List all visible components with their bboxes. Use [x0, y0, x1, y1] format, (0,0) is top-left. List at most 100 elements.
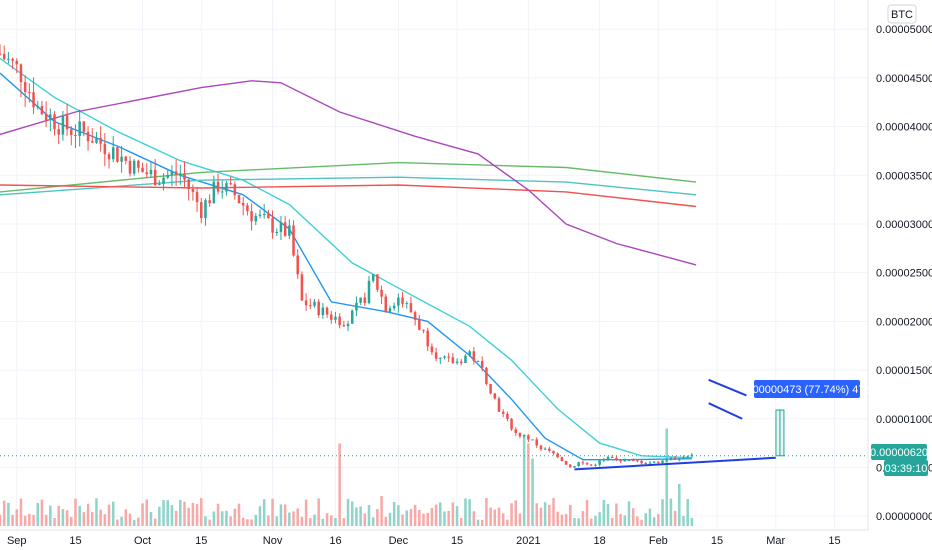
volume-bar — [384, 516, 388, 526]
volume-bar — [19, 498, 23, 526]
candle-body — [359, 297, 362, 303]
candle-body — [401, 297, 404, 304]
candle-body — [455, 361, 459, 363]
volume-bar — [200, 498, 203, 526]
volume-bar — [82, 512, 86, 526]
volume-bar — [237, 503, 241, 526]
volume-bar — [610, 517, 614, 526]
volume-bar — [434, 504, 438, 526]
drawings[interactable] — [0, 378, 868, 471]
volume-bar — [468, 499, 471, 526]
volume-bar — [569, 504, 572, 526]
volume-bar — [162, 500, 165, 526]
candle-body — [65, 115, 69, 130]
volume-bar — [527, 443, 530, 526]
volume-bar — [330, 515, 333, 526]
price-tick-label: 0.00003500 — [876, 170, 932, 182]
candle-body — [204, 200, 207, 219]
candle-body — [15, 60, 19, 65]
volume-bar — [585, 499, 589, 526]
candle-body — [271, 218, 274, 233]
volume-bar — [44, 514, 48, 526]
projection-label-text: 0.00000473 (77.74%) 473 — [743, 384, 870, 396]
volume-bar — [380, 496, 383, 526]
time-tick-label: 2021 — [516, 535, 540, 547]
candle-body — [598, 460, 601, 465]
volume-bar — [669, 498, 673, 526]
volume-bar — [413, 504, 417, 526]
volume-bar — [342, 518, 346, 526]
candle-body — [162, 177, 165, 184]
candle-body — [86, 131, 90, 142]
candle-body — [413, 312, 417, 320]
countdown-text: 03:39:10 — [885, 463, 928, 475]
volume-bar — [258, 506, 262, 526]
candle-body — [95, 137, 98, 143]
volume-bar — [451, 502, 455, 526]
candle-body — [522, 435, 526, 437]
candle-body — [292, 225, 295, 256]
volume-bar — [355, 507, 358, 526]
candle-body — [673, 457, 677, 460]
volume-bar — [531, 458, 534, 526]
volume-bar — [132, 519, 136, 526]
volume-bar — [673, 510, 677, 526]
candle-body — [250, 211, 253, 222]
price-tick-label: 0.00004000 — [876, 122, 932, 134]
volume-bar — [631, 508, 635, 526]
projection-label: 0.00000473 (77.74%) 473 — [743, 380, 871, 398]
price-axis[interactable]: 0.000000000.000005000.000010000.00001500… — [876, 24, 932, 523]
candle-body — [317, 301, 320, 316]
time-tick-label: 16 — [329, 535, 341, 547]
candle-body — [686, 456, 689, 458]
candle-body — [560, 457, 564, 461]
candle-body — [283, 222, 287, 236]
candle-body — [610, 456, 614, 458]
volume-bar — [606, 504, 610, 526]
volume-bar — [598, 512, 601, 526]
volume-bar — [204, 516, 207, 526]
candle-body — [300, 274, 304, 301]
last-price-label: 0.00000620 — [870, 444, 928, 460]
candle-body — [254, 215, 258, 222]
volume-bar — [220, 511, 224, 526]
candle-body — [350, 310, 354, 324]
candle-body — [623, 460, 627, 462]
volume-bar — [128, 513, 132, 526]
volume-bar — [158, 506, 161, 526]
volume-bar — [652, 517, 656, 526]
volume-bar — [74, 498, 77, 526]
volume-bar — [602, 500, 606, 526]
time-axis[interactable]: Sep 15 Oct 15 Nov 16 Dec 15 2021 18 Feb 15 Mar 15 — [7, 535, 841, 547]
volume-bar — [334, 517, 337, 526]
candle-body — [53, 114, 56, 130]
currency-badge[interactable]: BTC — [887, 4, 917, 24]
candle-body — [124, 156, 128, 161]
price-tick-label: 0.00001500 — [876, 365, 932, 377]
candle-body — [627, 460, 631, 462]
volume-bar — [174, 510, 178, 526]
candle-body — [334, 316, 337, 320]
volume-bar — [506, 519, 509, 526]
volume-bar — [480, 519, 484, 526]
moving-average-line — [0, 184, 697, 208]
volume-bar — [682, 515, 685, 526]
volume-bar — [23, 515, 27, 526]
moving-average-line — [0, 161, 697, 193]
candle-body — [426, 330, 429, 347]
candle-body — [99, 137, 102, 144]
candle-body — [506, 413, 509, 419]
volume-bar — [283, 504, 287, 526]
candle-body — [548, 448, 551, 451]
candle-body — [652, 461, 656, 463]
candle-body — [510, 418, 513, 430]
candle-body — [288, 225, 291, 236]
volume-bar — [170, 505, 174, 526]
candle-body — [241, 203, 245, 206]
volume-bar — [292, 511, 295, 526]
candle-body — [225, 183, 228, 192]
candle-body — [145, 172, 149, 175]
volume-bar — [225, 510, 228, 526]
candle-body — [644, 463, 648, 465]
